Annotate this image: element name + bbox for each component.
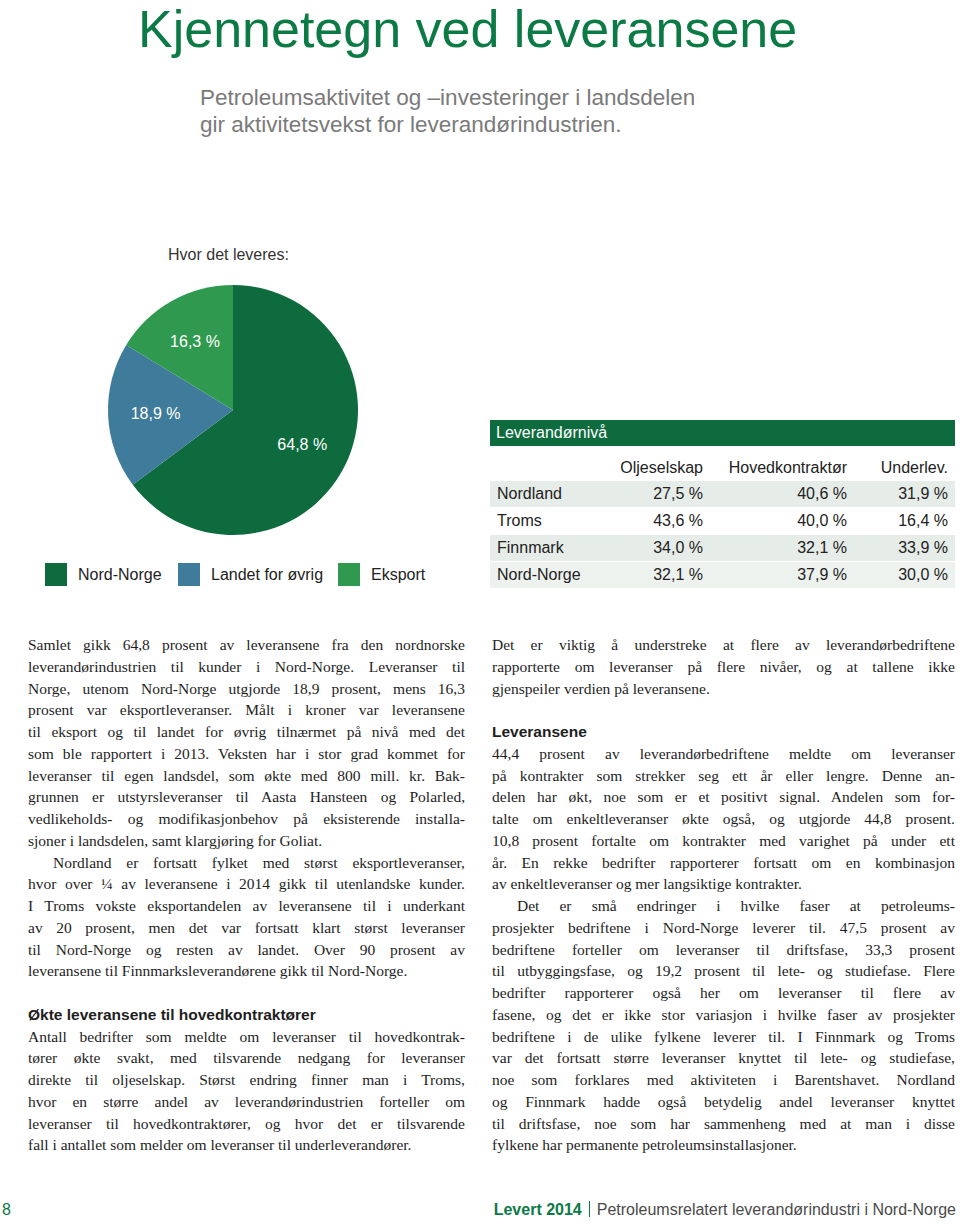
body-text-line: gjenspeiler verdien på leveransene.: [492, 678, 955, 700]
table-cell: 37,9 %: [647, 564, 847, 586]
page-subtitle: Petroleumsaktivitet og –investeringer i …: [200, 84, 695, 112]
footer-series: Petroleumsrelatert leverandørindustri i …: [597, 1201, 956, 1218]
table-cell: 30,0 %: [748, 564, 948, 586]
body-text-line: fall i antallet som melder om leveranser…: [28, 1134, 465, 1156]
body-text-line: hvor over ¼ av leveransene i 2014 gikk t…: [28, 873, 465, 895]
legend-label: Landet for øvrig: [211, 564, 323, 586]
table-cell: 34,0 %: [503, 537, 703, 559]
body-text-line: noe som forklares med aktiviteten i Bare…: [492, 1069, 955, 1091]
table-row-label: Finnmark: [497, 537, 564, 559]
legend-swatch: [45, 563, 67, 586]
page: { "header": { "title": "Kjennetegn ved l…: [0, 0, 960, 1224]
legend-label: Eksport: [371, 564, 425, 586]
data-label: 18,9 %: [131, 405, 181, 422]
body-text-line: til Nord-Norge og resten av landet. Over…: [28, 939, 465, 961]
body-text-line: tører økte svakt, med tilsvarende nedgan…: [28, 1047, 465, 1069]
data-label: 64,8 %: [277, 436, 327, 453]
body-text-line: bedriftene i de ulike fylkene leverer ti…: [492, 1026, 955, 1048]
table-cell: 33,9 %: [748, 537, 948, 559]
body-text-line: 10,8 prosent fortalte om kontrakter med …: [492, 830, 955, 852]
table-row-label: Nord-Norge: [497, 564, 581, 586]
body-text-line: talte om enkeltleveranser økte også, og …: [492, 808, 955, 830]
body-text-line: Nordland er fortsatt fylket med størst e…: [53, 852, 465, 874]
body-text-line: prosent var eksportleveranser. Målt i kr…: [28, 699, 465, 721]
body-text-line: til eksport og til landet for øvrig tiln…: [28, 721, 465, 743]
body-text-line: Antall bedrifter som meldte om leveranse…: [28, 1026, 465, 1048]
section-heading: Leveransene: [492, 721, 587, 743]
footer-right: Levert 2014 Petroleumsrelatert leverandør…: [494, 1199, 956, 1221]
table-cell: 43,6 %: [503, 510, 703, 532]
legend-label: Nord-Norge: [78, 564, 162, 586]
body-text-line: delen har økt, noe som er et positivt si…: [492, 786, 955, 808]
body-text-line: var det fortsatt større leveranser knytt…: [492, 1047, 955, 1069]
legend-swatch: [178, 563, 200, 586]
pie-chart: 64,8 % 18,9 % 16,3 %: [0, 0, 480, 620]
body-text-line: fylkene har permanente petroleumsinstall…: [492, 1134, 955, 1156]
chart-title: Hvor det leveres:: [168, 244, 289, 266]
pie-slices: [108, 285, 358, 535]
body-text-line: som ble rapportert i 2013. Veksten har i…: [28, 743, 465, 765]
section-heading: Økte leveransene til hovedkontraktører: [28, 1004, 316, 1026]
body-text-line: av enkeltleveranser og mer langsiktige k…: [492, 873, 955, 895]
table-cell: 40,6 %: [647, 483, 847, 505]
table-cell: 32,1 %: [503, 564, 703, 586]
footer-separator: [589, 1201, 590, 1217]
table-cell: 31,9 %: [748, 483, 948, 505]
body-text-line: av 20 prosent, men det var fortsatt klar…: [28, 917, 465, 939]
body-text-line: til driftsfase, noe som har sammenheng m…: [492, 1113, 955, 1135]
table-column-header: Underlev.: [748, 457, 948, 479]
body-text-line: fasene, og det er ikke stor variasjon i …: [492, 1004, 955, 1026]
legend-swatch: [338, 563, 360, 586]
body-text-line: leveranser til hovedkontraktører, og hvo…: [28, 1113, 465, 1135]
body-text-line: bedriftene forteller om leveranser til d…: [492, 939, 955, 961]
body-text-line: Samlet gikk 64,8 prosent av leveransene …: [28, 634, 465, 656]
data-label: 16,3 %: [170, 333, 220, 350]
page-number: 8: [2, 1199, 11, 1221]
table-cell: 32,1 %: [647, 537, 847, 559]
body-text-line: 44,4 prosent av leverandørbedriftene mel…: [492, 743, 955, 765]
body-text-line: leveranser til egen landsdel, som økte m…: [28, 765, 465, 787]
table-cell: 16,4 %: [748, 510, 948, 532]
body-text-line: hvor en større andel av leverandørindust…: [28, 1091, 465, 1113]
body-text-line: leverandørindustrien til kunder i Nord-N…: [28, 656, 465, 678]
body-text-line: leveransene til Finnmarksleverandørene g…: [28, 960, 465, 982]
table-column-header: Oljeselskap: [503, 457, 703, 479]
body-text-line: år. En rekke bedrifter rapporterer forts…: [492, 852, 955, 874]
body-text-line: sjoner i landsdelen, samt klargjøring fo…: [28, 830, 465, 852]
body-text-line: på kontrakter som strekker seg ett år el…: [492, 765, 955, 787]
body-text-line: bedrifter rapporterer også her om levera…: [492, 982, 955, 1004]
body-text-line: prosjekter bedriftene i Nord-Norge lever…: [492, 917, 955, 939]
body-text-line: til utbyggingsfase, og 19,2 prosent til …: [492, 960, 955, 982]
body-text-line: og Finnmark hadde også betydelig andel l…: [492, 1091, 955, 1113]
body-text-line: Norge, utenom Nord-Norge utgjorde 18,9 p…: [28, 678, 465, 700]
table-cell: 27,5 %: [503, 483, 703, 505]
table-row-label: Nordland: [497, 483, 562, 505]
page-title: Kjennetegn ved leveransene: [138, 0, 797, 60]
table-row-label: Troms: [497, 510, 542, 532]
body-text-line: rapporterte om leveranser på flere nivåe…: [492, 656, 955, 678]
table-column-header: Hovedkontraktør: [647, 457, 847, 479]
footer-publication: Levert 2014: [494, 1201, 582, 1218]
body-text-line: I Troms vokste eksportandelen av leveran…: [28, 895, 465, 917]
table-title: Leverandørnivå: [496, 422, 607, 444]
pie-slice: [126, 285, 233, 410]
body-text-line: direkte til oljeselskap. Størst endring …: [28, 1069, 465, 1091]
body-text-line: Det er små endringer i hvilke faser at p…: [517, 895, 955, 917]
table-cell: 40,0 %: [647, 510, 847, 532]
body-text-line: vedlikeholds- og modifikasjonbehov på ek…: [28, 808, 465, 830]
body-text-line: grunnen er utstyrsleveranser til Aasta H…: [28, 786, 465, 808]
page-subtitle: gir aktivitetsvekst for leverandørindust…: [200, 111, 621, 139]
body-text-line: Det er viktig å understreke at flere av …: [492, 634, 955, 656]
